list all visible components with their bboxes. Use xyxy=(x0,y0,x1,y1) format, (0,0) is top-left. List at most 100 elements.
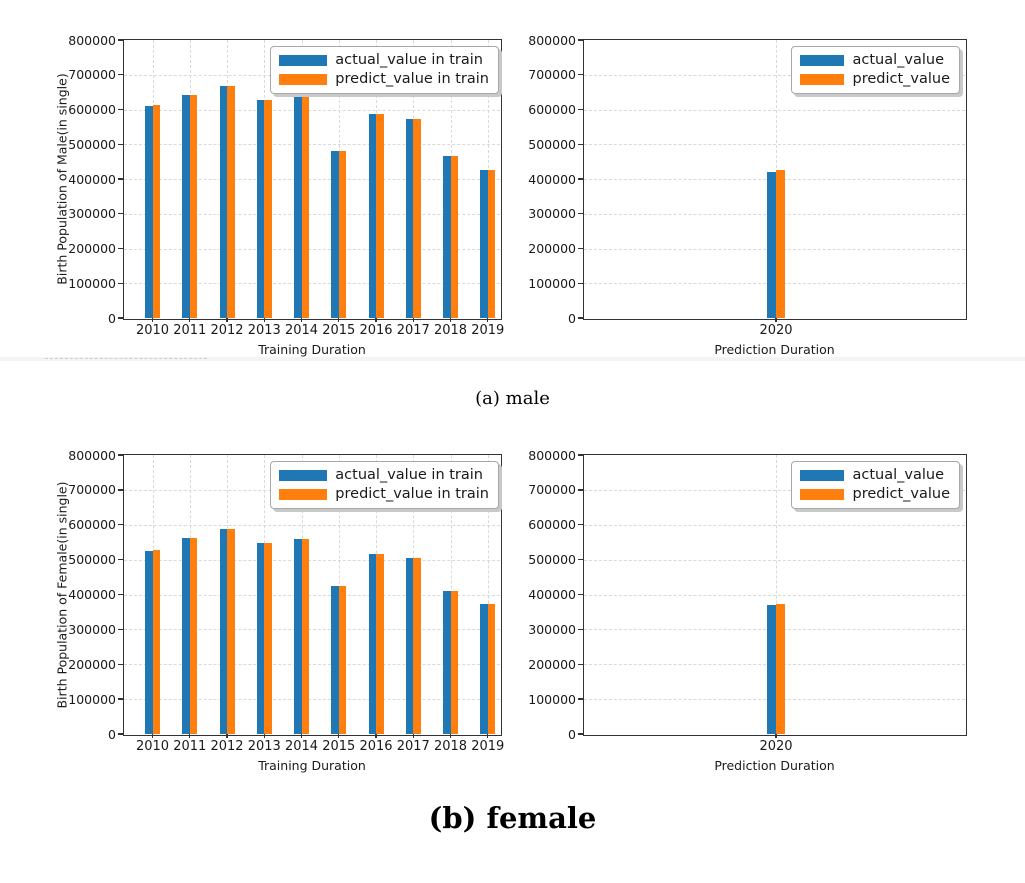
bar-actual-2018 xyxy=(443,591,451,734)
bar-predict-2014 xyxy=(301,96,309,318)
y-tick-mark xyxy=(578,39,583,41)
page-artifact-dashes xyxy=(45,358,207,359)
bar-predict-2015 xyxy=(338,586,347,734)
h-gridline xyxy=(584,524,965,526)
bar-predict-2017 xyxy=(413,118,421,318)
y-tick-label: 700000 xyxy=(528,67,576,83)
x-tick-label: 2015 xyxy=(322,739,356,754)
x-tick-mark xyxy=(300,318,303,322)
y-tick-mark xyxy=(578,282,583,284)
v-gridline xyxy=(487,455,489,734)
bar-actual-2013 xyxy=(256,100,265,318)
y-tick-label: 200000 xyxy=(528,656,576,672)
bar-actual-2017 xyxy=(405,118,414,318)
legend-row: predict_value in train xyxy=(279,486,489,503)
bar-actual-2018 xyxy=(443,156,451,318)
x-tick-mark xyxy=(189,734,191,738)
y-tick-label: 300000 xyxy=(528,206,576,222)
legend-label: predict_value xyxy=(852,71,950,87)
y-tick-label: 0 xyxy=(568,726,576,742)
bar-predict-2011 xyxy=(189,537,198,734)
bar-predict-2014 xyxy=(301,539,309,734)
y-tick-label: 700000 xyxy=(528,482,576,498)
y-tick-mark xyxy=(578,489,583,491)
bar-predict-2020 xyxy=(776,170,785,318)
x-axis-label: Prediction Duration xyxy=(714,342,835,357)
bar-actual-2010 xyxy=(145,105,153,318)
y-tick-label: 600000 xyxy=(528,517,576,533)
y-tick-mark xyxy=(118,282,123,284)
legend-row: actual_value xyxy=(800,467,950,484)
h-gridline xyxy=(124,179,500,180)
y-tick-mark xyxy=(118,213,123,215)
y-tick-mark xyxy=(118,178,123,180)
x-tick-label: 2011 xyxy=(173,323,207,338)
y-tick-label: 600000 xyxy=(68,517,116,533)
legend-row: predict_value xyxy=(800,71,950,88)
bar-predict-2010 xyxy=(152,105,160,318)
y-tick-label: 0 xyxy=(108,310,116,326)
h-gridline xyxy=(584,489,965,491)
h-gridline xyxy=(124,109,500,111)
y-tick-label: 200000 xyxy=(68,656,116,672)
x-tick-mark xyxy=(151,734,154,738)
bar-actual-2020 xyxy=(767,604,776,734)
x-tick-mark xyxy=(449,734,452,738)
x-tick-label: 2013 xyxy=(247,739,281,754)
bar-predict-2016 xyxy=(376,553,384,734)
bar-actual-2019 xyxy=(480,170,488,318)
bar-actual-2016 xyxy=(368,554,376,734)
legend: actual_value in train predict_value in tr… xyxy=(270,46,499,94)
h-gridline xyxy=(124,144,500,146)
x-tick-label: 2016 xyxy=(359,323,393,338)
legend-row: actual_value in train xyxy=(279,52,489,69)
bar-predict-2017 xyxy=(413,557,421,734)
h-gridline xyxy=(124,524,500,526)
y-tick-mark xyxy=(578,628,583,631)
y-tick-label: 600000 xyxy=(528,102,576,117)
bar-actual-2013 xyxy=(256,543,265,734)
legend-swatch-predict xyxy=(800,74,845,85)
x-tick-label: 2020 xyxy=(759,323,793,338)
y-tick-mark xyxy=(118,733,123,735)
x-tick-mark xyxy=(338,318,340,322)
x-tick-label: 2015 xyxy=(322,323,356,338)
bar-actual-2015 xyxy=(331,586,339,734)
y-tick-mark xyxy=(118,663,123,665)
legend-label: actual_value in train xyxy=(335,467,483,483)
y-tick-mark xyxy=(578,317,583,319)
y-tick-mark xyxy=(118,593,123,596)
x-axis-label: Prediction Duration xyxy=(714,758,835,773)
y-tick-mark xyxy=(578,593,583,596)
y-tick-label: 200000 xyxy=(528,241,576,256)
bar-actual-2017 xyxy=(405,557,414,734)
h-gridline xyxy=(124,629,500,631)
x-tick-label: 2017 xyxy=(396,739,430,754)
x-tick-mark xyxy=(412,318,414,322)
v-gridline xyxy=(776,455,777,734)
x-tick-mark xyxy=(226,318,228,322)
h-gridline xyxy=(584,74,965,76)
x-tick-label: 2011 xyxy=(173,739,207,754)
x-axis-label: Training Duration xyxy=(258,758,366,773)
h-gridline xyxy=(124,248,500,250)
x-tick-label: 2010 xyxy=(135,323,170,338)
bar-predict-2011 xyxy=(189,94,198,318)
bar-actual-2010 xyxy=(145,550,153,734)
legend: actual_value in train predict_value in tr… xyxy=(270,461,499,509)
y-tick-label: 500000 xyxy=(68,552,116,568)
y-tick-label: 500000 xyxy=(528,552,576,568)
y-tick-label: 100000 xyxy=(528,691,576,707)
y-tick-mark xyxy=(578,698,583,700)
legend-row: predict_value in train xyxy=(279,71,489,88)
x-tick-mark xyxy=(375,318,377,322)
h-gridline xyxy=(584,109,965,111)
y-tick-mark xyxy=(118,317,123,319)
legend-label: predict_value in train xyxy=(335,71,489,87)
x-tick-label: 2016 xyxy=(359,739,393,754)
bar-actual-2012 xyxy=(219,85,227,318)
x-tick-label: 2020 xyxy=(759,739,793,754)
y-tick-label: 800000 xyxy=(528,32,576,48)
